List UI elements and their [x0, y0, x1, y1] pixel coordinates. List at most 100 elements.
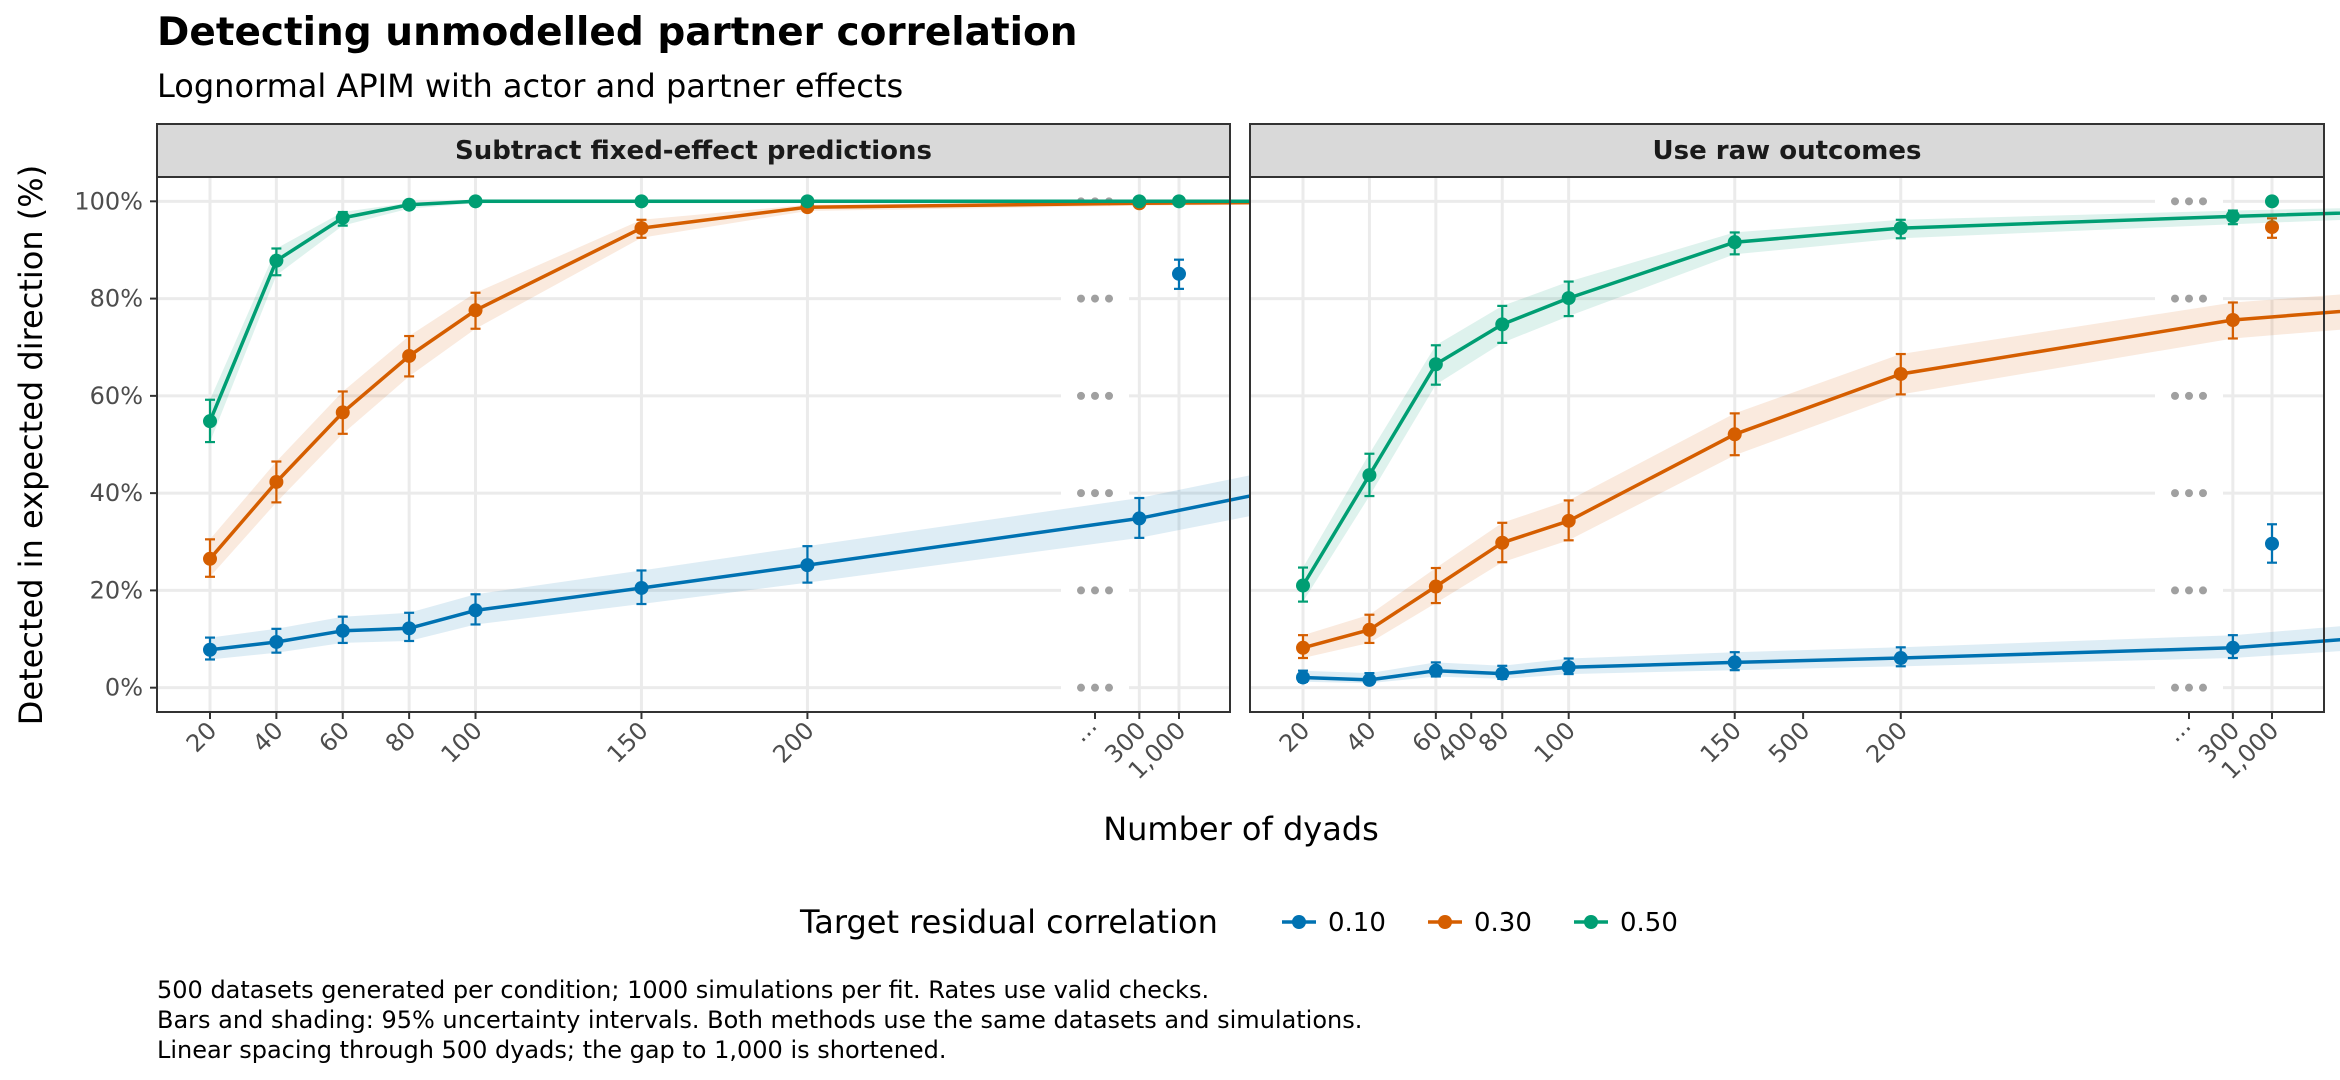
legend-label: 0.10 — [1328, 908, 1386, 938]
data-point — [1727, 427, 1742, 442]
chart-subtitle: Lognormal APIM with actor and partner ef… — [157, 67, 903, 105]
legend-key-point — [1438, 915, 1452, 929]
data-point — [1561, 513, 1576, 528]
caption: 500 datasets generated per condition; 10… — [157, 976, 1362, 1064]
axis-gap-dot — [2199, 197, 2207, 206]
facet-panels: Subtract fixed-effect predictions 0% 20% 40… — [74, 123, 2340, 785]
axis-gap-dot — [1077, 391, 1085, 400]
data-point — [800, 558, 815, 573]
axis-gap-dot — [1091, 294, 1099, 303]
x-tick-label: 100 — [436, 716, 488, 768]
legend-title: Target residual correlation — [799, 903, 1218, 941]
series-line — [1302, 638, 2340, 682]
legend: Target residual correlation 0.10 0.30 0.50 — [799, 903, 1678, 941]
data-point — [800, 194, 815, 209]
caption-line-1: 500 datasets generated per condition; 10… — [157, 976, 1209, 1004]
data-point — [335, 210, 350, 225]
data-point — [402, 621, 417, 636]
axis-gap-dot — [1091, 391, 1099, 400]
axis-gap-dot — [2171, 489, 2179, 498]
data-point — [402, 197, 417, 212]
facet-strip — [156, 123, 1231, 178]
axis-gap-dot — [1105, 586, 1113, 595]
axis-gap-column — [1061, 179, 1129, 710]
data-point — [1428, 357, 1443, 372]
data-point — [1362, 672, 1377, 687]
axis-gap-dot — [2199, 294, 2207, 303]
facet-panel-1: Subtract fixed-effect predictions 0% 20% 40… — [74, 123, 1815, 785]
data-point — [335, 623, 350, 638]
data-point — [402, 348, 417, 363]
y-tick-label: 40% — [90, 479, 143, 507]
x-tick-label: 60 — [314, 716, 355, 757]
axis-gap-dot — [2185, 586, 2193, 595]
x-tick-label: 150 — [1695, 716, 1747, 768]
caption-line-2: Bars and shading: 95% uncertainty interv… — [157, 1006, 1362, 1034]
data-point — [1362, 622, 1377, 637]
axis-gap-dot — [1105, 294, 1113, 303]
data-point — [1362, 468, 1377, 483]
axis-gap-dot — [2199, 683, 2207, 692]
legend-key-point — [1292, 915, 1306, 929]
x-tick-label: 200 — [767, 716, 819, 768]
facet-strip-label: Use raw outcomes — [1653, 136, 1922, 166]
data-point — [1727, 235, 1742, 250]
y-tick-label: 0% — [105, 674, 143, 702]
series-line — [1301, 211, 2340, 587]
facet-strip — [1249, 123, 2325, 178]
x-tick-label: 20 — [1274, 716, 1315, 757]
legend-key-0-10: 0.10 — [1282, 908, 1386, 938]
y-tick-label: 60% — [90, 382, 143, 410]
caption-line-3: Linear spacing through 500 dyads; the ga… — [157, 1036, 947, 1064]
axis-gap-dot — [2199, 586, 2207, 595]
legend-label: 0.30 — [1474, 908, 1532, 938]
data-point — [1893, 651, 1908, 666]
data-point — [1495, 535, 1510, 550]
x-tick-label: 200 — [1861, 716, 1913, 768]
panel-border — [1249, 176, 2325, 713]
axis-gap-dot — [2171, 294, 2179, 303]
data-point-1000 — [2265, 536, 2279, 551]
x-tick-label: 80 — [380, 716, 421, 757]
axis-gap-dot — [2185, 391, 2193, 400]
axis-gap-dot — [1091, 586, 1099, 595]
facet-strip-label: Subtract fixed-effect predictions — [455, 136, 932, 166]
data-point — [269, 474, 284, 489]
data-point — [203, 414, 217, 429]
series-0-10 — [1296, 523, 2340, 687]
data-point — [1428, 579, 1443, 594]
data-point — [1495, 317, 1510, 332]
data-point — [1893, 221, 1908, 236]
axis-gap-dot — [1077, 489, 1085, 498]
chart-title: Detecting unmodelled partner correlation — [157, 10, 1078, 55]
legend-key-0-50: 0.50 — [1574, 908, 1678, 938]
x-tick-label: 100 — [1529, 716, 1581, 768]
axis-gap-dot — [2171, 391, 2179, 400]
uncertainty-ribbon — [1303, 208, 2340, 602]
data-point — [2225, 312, 2240, 327]
data-point — [1727, 655, 1742, 670]
facet-panel-2: Use raw outcomes204060801001502003004005… — [1249, 123, 2340, 785]
x-axis-title: Number of dyads — [1103, 810, 1379, 848]
data-point — [1132, 194, 1147, 209]
axis-gap-dot — [2171, 683, 2179, 692]
axis-gap-dot — [2171, 197, 2179, 206]
axis-gap-dot — [2185, 197, 2193, 206]
data-point — [1561, 660, 1576, 675]
data-point — [269, 253, 284, 268]
series-line — [1302, 309, 2340, 650]
data-point — [468, 603, 483, 618]
legend-key-point — [1584, 915, 1598, 929]
panel-border — [156, 176, 1231, 713]
axis-gap-dot — [2199, 489, 2207, 498]
data-point — [468, 303, 483, 318]
y-tick-label: 80% — [90, 285, 143, 313]
plot-background — [1250, 177, 2324, 712]
axis-gap-dot — [1091, 683, 1099, 692]
axis-gap-dot — [1105, 489, 1113, 498]
axis-gap-dot — [1077, 683, 1085, 692]
data-point — [634, 221, 649, 236]
x-tick-label: 40 — [1340, 716, 1381, 757]
legend-label: 0.50 — [1620, 908, 1678, 938]
